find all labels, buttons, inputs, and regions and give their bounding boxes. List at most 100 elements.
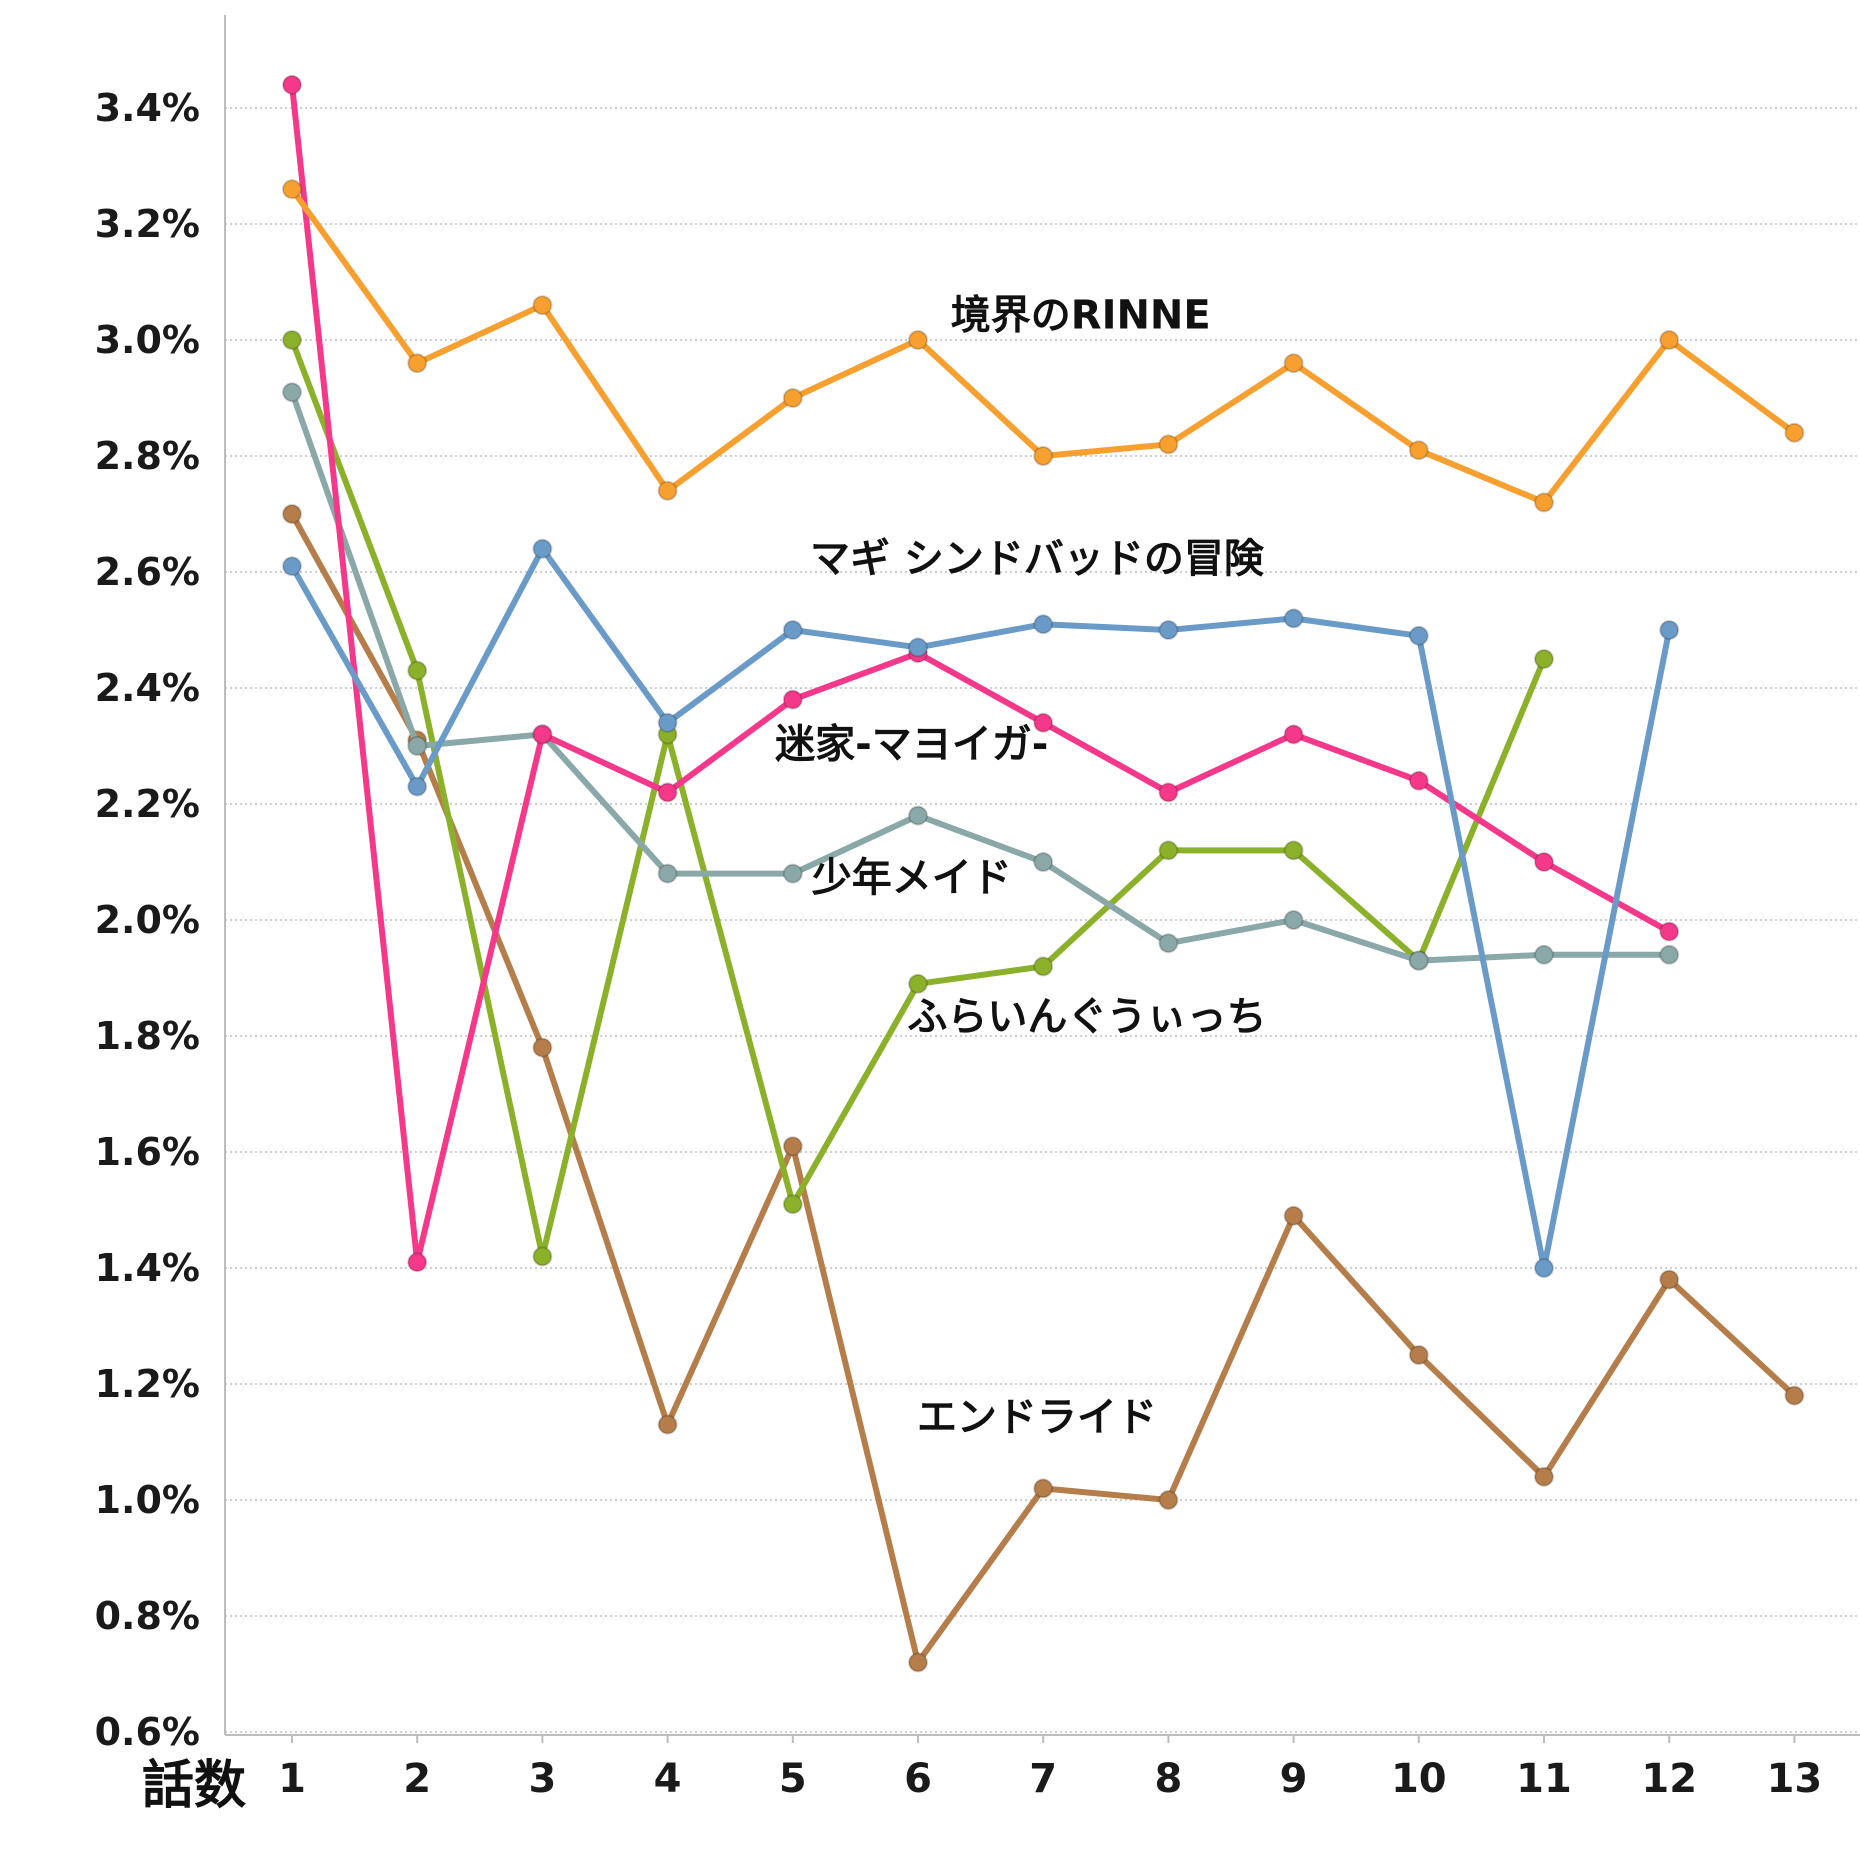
series-5	[282, 504, 1805, 1673]
data-point	[407, 353, 428, 374]
data-point	[782, 620, 803, 640]
data-point	[1283, 724, 1304, 745]
data-point	[782, 689, 803, 710]
data-point	[1033, 712, 1054, 733]
data-point	[657, 863, 678, 884]
data-point	[657, 480, 678, 501]
data-point	[532, 295, 553, 316]
data-point	[908, 1652, 928, 1673]
data-point	[1408, 950, 1429, 971]
data-point	[1283, 910, 1304, 930]
series-line	[289, 389, 1673, 964]
y-tick-label: 0.8%	[95, 1594, 200, 1638]
data-point	[282, 504, 302, 524]
data-point	[1283, 1205, 1304, 1226]
y-tick-label: 2.8%	[95, 434, 200, 478]
x-tick-label: 1	[278, 1756, 306, 1802]
data-point	[282, 179, 302, 200]
y-tick-label: 2.6%	[95, 550, 200, 594]
x-axis-ticks: 1 2 3 4 5 6 7 8 9 10 11 12 13	[278, 1735, 1822, 1802]
data-point	[657, 1414, 678, 1435]
series-name-label: エンドライド	[917, 1394, 1157, 1440]
series-name-label: ふらいんぐうぃっち	[907, 994, 1266, 1040]
data-point	[1534, 852, 1554, 872]
x-axis-title: 話数	[142, 1756, 246, 1816]
data-point	[407, 776, 428, 797]
data-point	[407, 660, 428, 681]
data-point	[782, 1194, 803, 1215]
y-axis-ticks: 0.6% 0.8% 1.0% 1.2% 1.4% 1.6% 1.8% 2.0% 2.2% 2.4%…	[95, 86, 200, 1754]
y-tick-label: 1.0%	[95, 1478, 200, 1522]
y-tick-label: 1.6%	[95, 1130, 200, 1174]
series-name-label: 境界のRINNE	[951, 292, 1211, 338]
y-tick-label: 1.2%	[95, 1362, 200, 1406]
data-point	[1158, 933, 1179, 954]
data-point	[1033, 1478, 1054, 1499]
data-point	[782, 1136, 803, 1157]
series-line	[289, 545, 1673, 1271]
data-point	[1033, 956, 1054, 977]
data-point	[1283, 353, 1304, 374]
series-line	[289, 81, 1673, 1266]
series-3	[282, 382, 1680, 971]
data-point	[1784, 1385, 1805, 1406]
data-point	[1158, 434, 1179, 455]
data-point	[657, 782, 678, 803]
series-lines	[282, 74, 1805, 1673]
data-point	[1158, 620, 1179, 640]
data-point	[1534, 492, 1554, 513]
x-tick-label: 8	[1154, 1756, 1182, 1802]
data-point	[1033, 446, 1054, 466]
data-point	[532, 724, 553, 745]
x-tick-label: 3	[528, 1756, 556, 1802]
data-point	[1033, 852, 1054, 872]
series-line	[289, 337, 1547, 1260]
y-tick-label: 3.0%	[95, 318, 200, 362]
series-2	[282, 74, 1680, 1273]
data-point	[1784, 422, 1805, 443]
x-tick-label: 2	[403, 1756, 431, 1802]
data-point	[1659, 944, 1680, 965]
data-point	[282, 330, 302, 350]
y-tick-label: 2.0%	[95, 898, 200, 942]
data-point	[1534, 1258, 1554, 1278]
series-1	[282, 538, 1680, 1278]
x-tick-label: 6	[904, 1756, 932, 1802]
data-point	[1283, 840, 1304, 861]
data-point	[1534, 1466, 1554, 1487]
series-4	[282, 330, 1554, 1267]
data-point	[1408, 440, 1429, 461]
y-tick-label: 3.4%	[95, 86, 200, 130]
x-tick-label: 4	[654, 1756, 682, 1802]
data-point	[282, 556, 302, 577]
series-0	[282, 179, 1805, 513]
x-tick-label: 13	[1767, 1756, 1823, 1802]
data-point	[782, 388, 803, 408]
data-point	[1534, 944, 1554, 965]
data-point	[407, 1252, 428, 1273]
x-tick-label: 12	[1641, 1756, 1697, 1802]
data-point	[1033, 614, 1054, 635]
y-tick-label: 0.6%	[95, 1710, 200, 1754]
data-point	[1158, 840, 1179, 861]
y-tick-label: 2.2%	[95, 782, 200, 826]
series-name-label: 迷家-マヨイガ-	[775, 722, 1048, 768]
data-point	[908, 637, 928, 658]
data-point	[1408, 770, 1429, 791]
data-point	[1158, 1490, 1179, 1510]
data-point	[908, 330, 928, 350]
data-point	[1534, 649, 1554, 669]
data-point	[1659, 921, 1680, 942]
y-tick-label: 1.4%	[95, 1246, 200, 1290]
data-point	[282, 382, 302, 403]
data-point	[532, 1246, 553, 1267]
data-point	[1408, 625, 1429, 646]
data-point	[1659, 330, 1680, 350]
x-tick-label: 9	[1280, 1756, 1308, 1802]
y-tick-label: 3.2%	[95, 202, 200, 246]
series-name-label: 少年メイド	[812, 855, 1012, 901]
data-point	[908, 973, 928, 994]
